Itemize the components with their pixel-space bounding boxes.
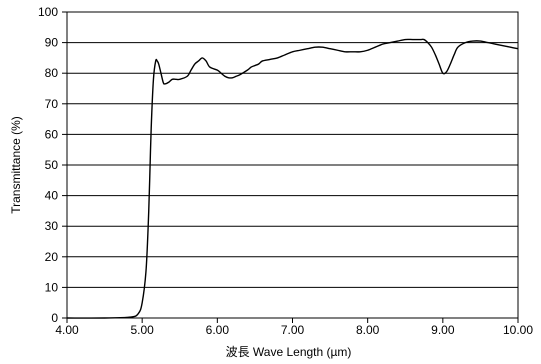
y-tick-label: 70 bbox=[45, 97, 59, 111]
x-tick-label: 5.00 bbox=[130, 323, 154, 337]
x-axis-title: 波長 Wave Length (µm) bbox=[226, 345, 352, 359]
y-axis-title: Transmittance (%) bbox=[9, 116, 23, 214]
x-tick-label: 7.00 bbox=[281, 323, 305, 337]
y-tick-label: 0 bbox=[51, 311, 58, 325]
plot-frame bbox=[66, 11, 519, 319]
axis-ticks bbox=[62, 11, 519, 323]
series-layer bbox=[66, 38, 519, 319]
x-tick-labels: 4.00 5.00 6.00 7.00 8.00 9.00 10.00 bbox=[55, 323, 533, 337]
y-tick-label: 50 bbox=[45, 158, 59, 172]
x-tick-label: 9.00 bbox=[431, 323, 455, 337]
x-tick-label: 6.00 bbox=[206, 323, 230, 337]
y-tick-label: 80 bbox=[45, 66, 59, 80]
y-tick-label: 40 bbox=[45, 189, 59, 203]
y-tick-labels: 0 10 20 30 40 50 60 70 80 90 100 bbox=[38, 5, 58, 325]
x-tick-label: 8.00 bbox=[356, 323, 380, 337]
y-tick-label: 20 bbox=[45, 250, 59, 264]
transmittance-series-line bbox=[66, 38, 519, 319]
y-tick-label: 100 bbox=[38, 5, 58, 19]
y-tick-label: 60 bbox=[45, 127, 59, 141]
y-tick-label: 10 bbox=[45, 280, 59, 294]
x-tick-label: 10.00 bbox=[503, 323, 533, 337]
y-tick-label: 30 bbox=[45, 219, 59, 233]
y-tick-label: 90 bbox=[45, 36, 59, 50]
horizontal-gridlines bbox=[67, 42, 518, 288]
x-tick-label: 4.00 bbox=[55, 323, 79, 337]
